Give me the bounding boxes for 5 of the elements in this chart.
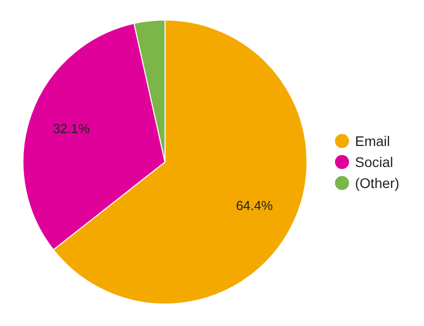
legend-label: Social xyxy=(355,154,394,170)
data-label: 32.1% xyxy=(52,121,90,136)
legend-label: (Other) xyxy=(355,175,400,191)
data-label: 64.4% xyxy=(236,198,274,213)
legend-label: Email xyxy=(355,133,390,149)
